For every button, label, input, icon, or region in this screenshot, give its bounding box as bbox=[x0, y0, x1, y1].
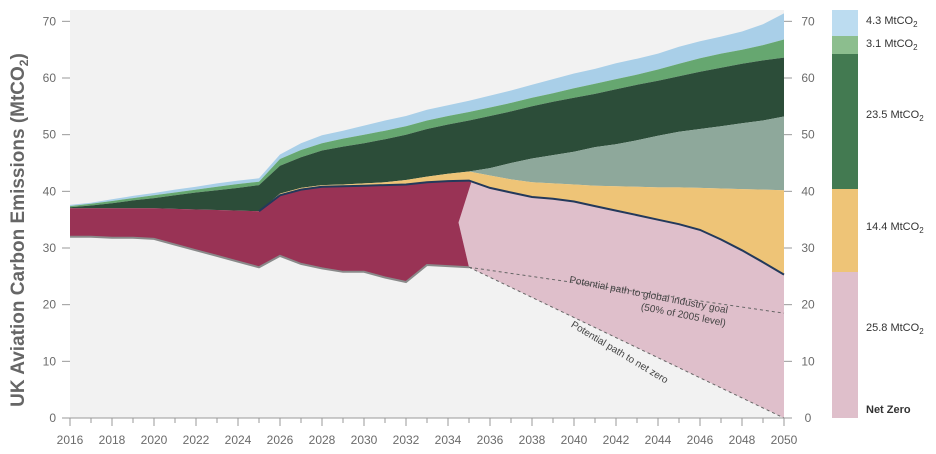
x-tick-label: 2038 bbox=[519, 433, 546, 447]
baseline-line bbox=[258, 179, 785, 276]
x-tick-label: 2028 bbox=[309, 433, 336, 447]
y-tick-label-left: 0 bbox=[49, 411, 56, 425]
y-tick-label-left: 50 bbox=[43, 128, 57, 142]
legend-label: 25.8 MtCO2 bbox=[866, 322, 924, 336]
x-tick-label: 2024 bbox=[225, 433, 252, 447]
y-tick-label-right: 60 bbox=[801, 71, 815, 85]
y-tick-label-right: 20 bbox=[801, 298, 815, 312]
y-tick-label-left: 20 bbox=[43, 298, 57, 312]
y-tick-label-right: 10 bbox=[801, 354, 815, 368]
legend-label: Net Zero bbox=[866, 404, 911, 416]
band-dark-green bbox=[70, 57, 784, 212]
x-tick-label: 2020 bbox=[141, 433, 168, 447]
legend-label: 4.3 MtCO2 bbox=[866, 15, 918, 29]
x-tick-label: 2032 bbox=[393, 433, 420, 447]
y-tick-label-right: 50 bbox=[801, 128, 815, 142]
historic-region bbox=[70, 180, 472, 282]
y-axis-label: UK Aviation Carbon Emissions (MtCO2) bbox=[8, 53, 31, 407]
x-tick-label: 2050 bbox=[771, 433, 798, 447]
legend-swatch bbox=[832, 36, 858, 54]
legend-label: 3.1 MtCO2 bbox=[866, 38, 918, 52]
band-green bbox=[70, 39, 784, 208]
legend-label: 14.4 MtCO2 bbox=[866, 221, 924, 235]
x-tick-label: 2036 bbox=[477, 433, 504, 447]
x-tick-label: 2018 bbox=[99, 433, 126, 447]
x-tick-label: 2042 bbox=[603, 433, 630, 447]
y-tick-label-left: 70 bbox=[43, 14, 57, 28]
x-tick-label: 2034 bbox=[435, 433, 462, 447]
legend-swatch bbox=[832, 189, 858, 272]
net-zero-region bbox=[458, 180, 784, 418]
x-tick-label: 2016 bbox=[57, 433, 84, 447]
legend-label: 23.5 MtCO2 bbox=[866, 109, 924, 123]
x-tick-label: 2026 bbox=[267, 433, 294, 447]
y-tick-label-left: 10 bbox=[43, 354, 57, 368]
historic-lower-line bbox=[70, 235, 470, 284]
legend-swatch bbox=[832, 10, 858, 36]
y-tick-label-right: 0 bbox=[805, 411, 812, 425]
y-tick-label-left: 60 bbox=[43, 71, 57, 85]
y-tick-label-right: 30 bbox=[801, 241, 815, 255]
net-zero-path bbox=[468, 266, 785, 419]
x-tick-label: 2040 bbox=[561, 433, 588, 447]
y-tick-label-left: 30 bbox=[43, 241, 57, 255]
legend-swatch bbox=[832, 272, 858, 418]
band-yellow bbox=[70, 171, 784, 275]
band-light-blue bbox=[70, 13, 784, 207]
x-tick-label: 2048 bbox=[729, 433, 756, 447]
y-tick-label-right: 70 bbox=[801, 14, 815, 28]
x-tick-label: 2044 bbox=[645, 433, 672, 447]
band-grey-green bbox=[70, 116, 784, 212]
x-tick-label: 2030 bbox=[351, 433, 378, 447]
legend-swatch bbox=[832, 54, 858, 189]
y-tick-label-left: 40 bbox=[43, 184, 57, 198]
x-tick-label: 2046 bbox=[687, 433, 714, 447]
x-tick-label: 2022 bbox=[183, 433, 210, 447]
y-tick-label-right: 40 bbox=[801, 184, 815, 198]
industry-goal-path bbox=[468, 266, 785, 314]
